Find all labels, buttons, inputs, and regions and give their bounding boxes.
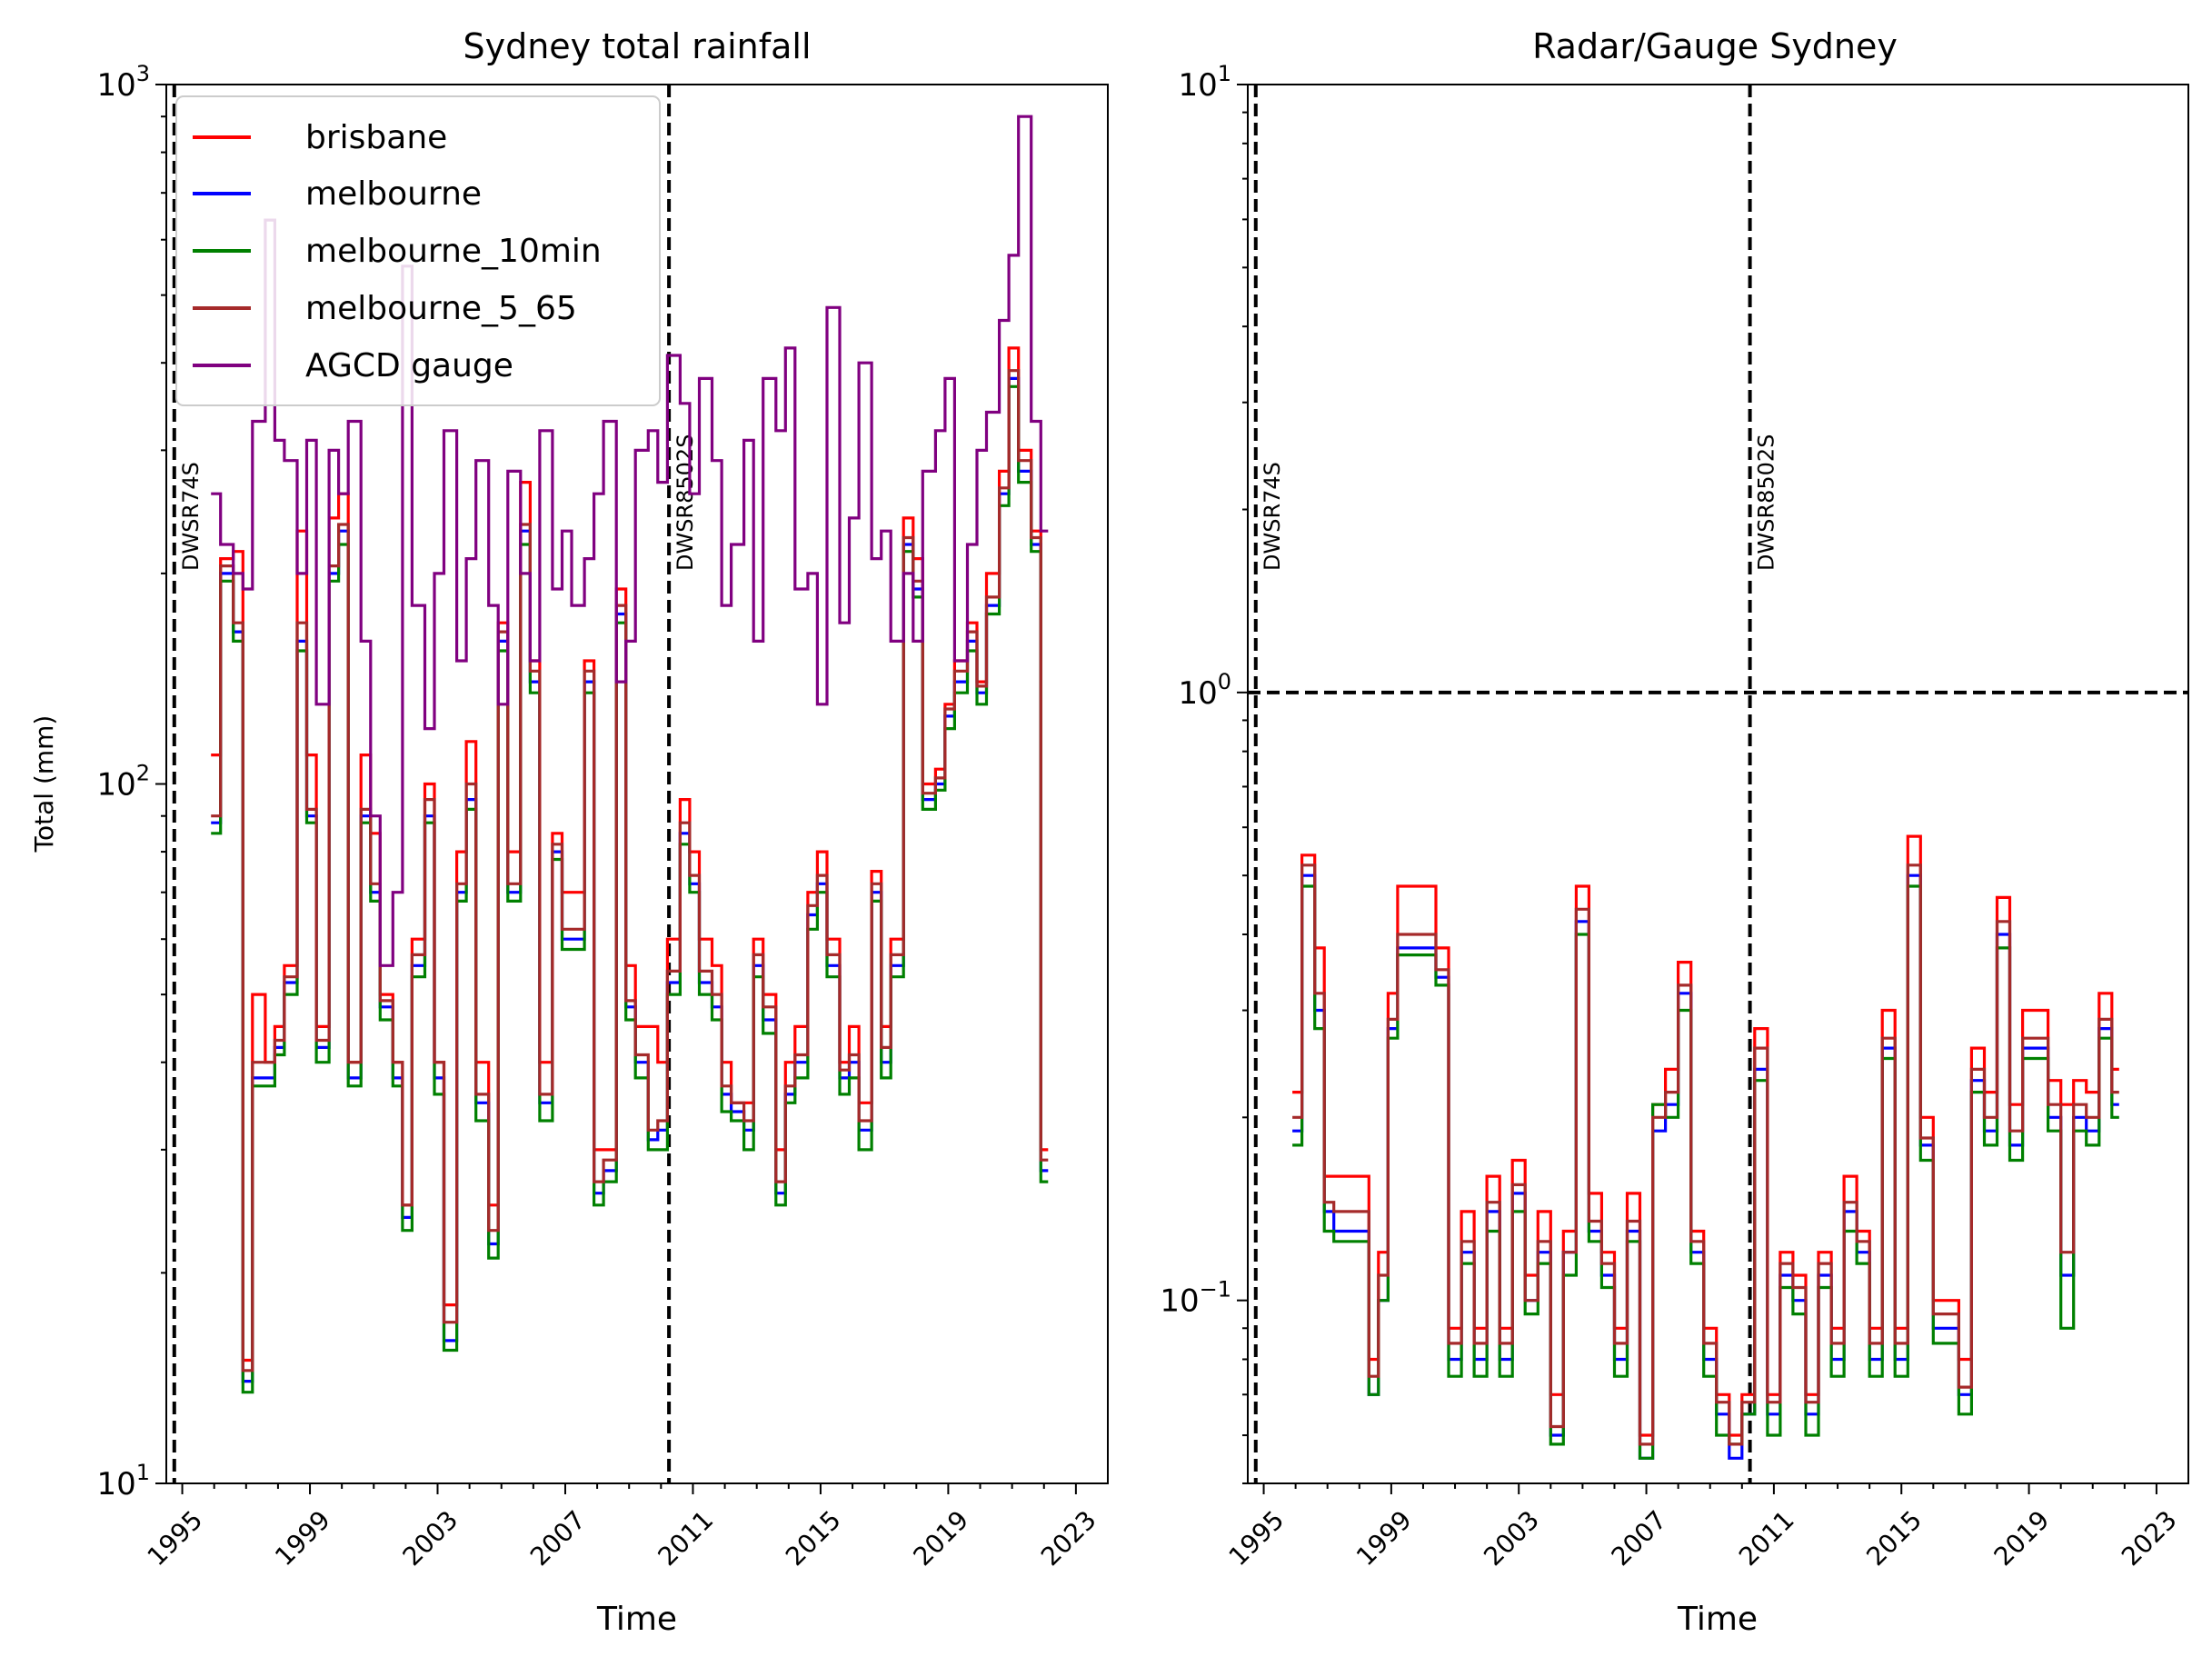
panel-title: Radar/Gauge Sydney — [1532, 26, 1898, 66]
y-tick-label: 102 — [96, 761, 150, 804]
legend-entry-agcd-gauge: AGCD gauge — [193, 347, 513, 384]
y-tick-label: 101 — [1178, 61, 1231, 104]
series-layer — [211, 115, 1049, 1394]
x-axis-label: Time — [1677, 1601, 1758, 1638]
series-line-melbourne-5-65 — [211, 369, 1049, 1373]
y-axis-label: Total (mm) — [29, 715, 59, 853]
legend-label: AGCD gauge — [305, 347, 513, 384]
legend-entry-brisbane: brisbane — [193, 119, 447, 156]
radar-change-label: DWSR74S — [1260, 462, 1285, 571]
y-tick-label: 101 — [96, 1460, 150, 1502]
legend-label: melbourne_5_65 — [305, 290, 577, 327]
y-tick-layer: 101 102 103 — [96, 61, 166, 1502]
x-axis-label: Time — [596, 1601, 677, 1638]
legend-label: melbourne_10min — [305, 233, 602, 270]
legend-entry-melbourne-5-65: melbourne_5_65 — [193, 290, 577, 327]
series-line-melbourne-5-65 — [1292, 863, 2119, 1446]
series-layer — [1292, 834, 2119, 1460]
y-tick-layer: 10−1 100 101 — [1160, 61, 1248, 1484]
vline-layer: DWSR74S DWSR8502S — [1253, 85, 1779, 1483]
panel-title: Sydney total rainfall — [463, 26, 811, 66]
panel-sydney-total-rainfall: Sydney total rainfall DWSR74S DWSR8502S 1… — [29, 26, 1109, 1638]
series-line-agcd-gauge — [211, 115, 1049, 967]
legend: brisbane melbourne melbourne_10min melbo… — [175, 95, 661, 406]
y-tick-label: 100 — [1178, 669, 1231, 712]
y-tick-label: 103 — [96, 61, 150, 104]
vline-layer: DWSR74S DWSR8502S — [172, 85, 698, 1483]
radar-change-label: DWSR74S — [178, 462, 204, 571]
legend-entry-melbourne-10min: melbourne_10min — [193, 233, 602, 270]
radar-change-label: DWSR8502S — [1754, 434, 1779, 571]
legend-box — [175, 95, 661, 406]
legend-label: brisbane — [305, 119, 447, 156]
panel-radar-gauge-sydney: Radar/Gauge Sydney DWSR74S DWSR8502S 1995… — [1160, 26, 2189, 1638]
plot-frame — [1247, 84, 2189, 1484]
legend-label: melbourne — [305, 175, 482, 213]
radar-change-label: DWSR8502S — [673, 434, 698, 571]
y-tick-label: 10−1 — [1160, 1277, 1231, 1320]
legend-entry-melbourne: melbourne — [193, 175, 482, 213]
